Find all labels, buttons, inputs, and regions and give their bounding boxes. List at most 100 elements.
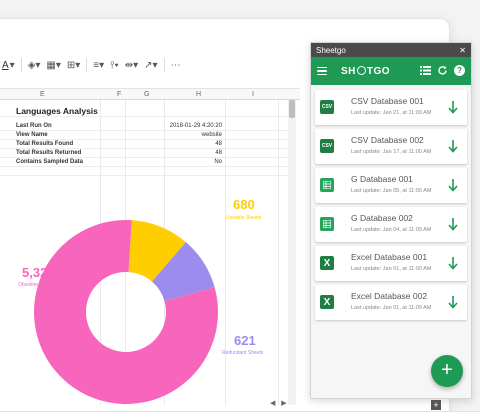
- borders-tool[interactable]: ▦▾: [46, 59, 61, 71]
- file-last-update: Last update: Jan 04, at 11:00 AM: [351, 227, 432, 233]
- data-label-text: Redundant Sheets: [222, 350, 264, 356]
- add-button[interactable]: +: [431, 355, 463, 387]
- refresh-icon[interactable]: [437, 65, 448, 76]
- import-arrow-icon[interactable]: [448, 178, 458, 192]
- grid-line: [0, 166, 288, 167]
- column-header[interactable]: F: [117, 91, 122, 98]
- scrollbar-thumb[interactable]: [289, 100, 295, 118]
- column-header[interactable]: H: [196, 91, 202, 98]
- row-value: 48: [215, 141, 222, 147]
- donut-chart: 5,325 Obsolete Sheets 680 Useable Sheets…: [10, 178, 290, 413]
- file-name: G Database 002: [351, 213, 413, 223]
- data-label-text: Useable Sheets: [226, 215, 262, 221]
- file-name: G Database 001: [351, 174, 413, 184]
- file-card[interactable]: X Excel Database 001 Last update: Jan 01, …: [315, 246, 467, 281]
- grid-line: [225, 100, 226, 405]
- add-sheet-icon[interactable]: +: [431, 400, 441, 410]
- import-arrow-icon[interactable]: [448, 256, 458, 270]
- excel-file-icon: X: [320, 256, 334, 270]
- google-sheet-icon: [320, 178, 334, 192]
- logo-suffix: TGO: [366, 65, 391, 77]
- file-last-update: Last update: Jan 01, at 11:00 AM: [351, 266, 432, 272]
- file-last-update: Last update: Jan 21, at 11:00 AM: [351, 110, 432, 116]
- sheetgo-panel: Sheetgo ✕ SH TGO ? CSV CSV Database 001 Las…: [310, 42, 472, 399]
- fill-color-tool[interactable]: ◈▾: [27, 59, 41, 71]
- file-card[interactable]: CSV CSV Database 001 Last update: Jan 21, …: [315, 90, 467, 125]
- column-headers: E F G H I: [0, 88, 300, 100]
- grid-line: [0, 148, 288, 149]
- file-card[interactable]: CSV CSV Database 002 Last update: Jan 17, …: [315, 129, 467, 164]
- vertical-scrollbar[interactable]: [288, 100, 296, 405]
- file-last-update: Last update: Jan 17, at 11:00 AM: [351, 149, 432, 155]
- import-arrow-icon[interactable]: [448, 100, 458, 114]
- donut-slice: [33, 219, 218, 404]
- toolbar-divider: [20, 58, 22, 72]
- rotate-tool[interactable]: ↗▾: [144, 59, 158, 71]
- close-icon[interactable]: ✕: [459, 45, 466, 55]
- logo-ring-icon: [356, 65, 366, 75]
- row-label: Total Results Returned: [16, 150, 82, 156]
- data-label-value: 680: [233, 197, 255, 212]
- excel-file-icon: X: [320, 295, 334, 309]
- column-header[interactable]: I: [252, 91, 254, 98]
- data-label-value: 621: [234, 333, 256, 348]
- sheetgo-logo: SH TGO: [341, 65, 391, 77]
- column-header[interactable]: G: [144, 91, 150, 98]
- align-tool[interactable]: ≡▾: [93, 59, 105, 71]
- wrap-tool[interactable]: ⇹▾: [124, 59, 139, 71]
- file-name: Excel Database 002: [351, 291, 428, 301]
- help-icon[interactable]: ?: [454, 65, 465, 76]
- panel-titlebar: Sheetgo ✕: [311, 43, 471, 57]
- import-arrow-icon[interactable]: [448, 139, 458, 153]
- import-arrow-icon[interactable]: [448, 295, 458, 309]
- donut-slice: [152, 242, 215, 302]
- row-value: website: [201, 132, 222, 138]
- sheet-tab-bar: [0, 411, 480, 419]
- donut-chart-svg: [33, 219, 218, 404]
- file-name: Excel Database 001: [351, 252, 428, 262]
- sheet-nav-arrows[interactable]: ◀ ▶: [270, 400, 287, 407]
- import-arrow-icon[interactable]: [448, 217, 458, 231]
- toolbar-divider: [86, 58, 88, 72]
- row-value: 2018-01-29 4:20:20: [169, 123, 222, 129]
- grid-line: [0, 130, 288, 131]
- file-last-update: Last update: Jan 05, at 11:00 AM: [351, 188, 432, 194]
- row-label: View Name: [16, 132, 48, 138]
- file-name: CSV Database 002: [351, 135, 424, 145]
- file-last-update: Last update: Jan 01, at 11:00 AM: [351, 305, 432, 311]
- merge-tool[interactable]: ⊞▾: [66, 59, 81, 71]
- text-color-tool[interactable]: A ▾: [2, 59, 15, 71]
- menu-icon[interactable]: [317, 66, 327, 76]
- data-label-text: Obsolete Sheets: [18, 282, 55, 288]
- file-name: CSV Database 001: [351, 96, 424, 106]
- logo-prefix: SH: [341, 65, 356, 77]
- grid-line: [0, 175, 288, 176]
- google-sheet-icon: [320, 217, 334, 231]
- file-card[interactable]: G Database 002 Last update: Jan 04, at 11…: [315, 207, 467, 242]
- file-card[interactable]: X Excel Database 002 Last update: Jan 01, …: [315, 285, 467, 320]
- row-value: No: [214, 159, 222, 165]
- valign-tool[interactable]: ⫯▾: [110, 59, 119, 71]
- panel-title: Sheetgo: [316, 45, 346, 55]
- grid-line: [0, 116, 288, 117]
- row-label: Contains Sampled Data: [16, 159, 84, 165]
- file-list: CSV CSV Database 001 Last update: Jan 21, …: [311, 85, 471, 320]
- row-label: Last Run On: [16, 123, 52, 129]
- row-label: Total Results Found: [16, 141, 74, 147]
- panel-header: SH TGO ?: [311, 57, 471, 85]
- more-tools[interactable]: ⋯: [170, 59, 181, 71]
- column-header[interactable]: E: [40, 91, 45, 98]
- header-actions: ?: [420, 65, 465, 76]
- csv-file-icon: CSV: [320, 100, 334, 114]
- grid-line: [278, 100, 279, 405]
- donut-slice: [128, 220, 186, 282]
- data-label-value: 5,325: [22, 265, 55, 280]
- csv-file-icon: CSV: [320, 139, 334, 153]
- toolbar-divider: [163, 58, 165, 72]
- grid-line: [0, 139, 288, 140]
- list-view-icon[interactable]: [420, 65, 431, 76]
- format-toolbar: A ▾ ◈▾ ▦▾ ⊞▾ ≡▾ ⫯▾ ⇹▾ ↗▾ ⋯: [0, 54, 300, 76]
- spreadsheet: A ▾ ◈▾ ▦▾ ⊞▾ ≡▾ ⫯▾ ⇹▾ ↗▾ ⋯ E F G H I: [0, 48, 300, 419]
- file-card[interactable]: G Database 001 Last update: Jan 05, at 11…: [315, 168, 467, 203]
